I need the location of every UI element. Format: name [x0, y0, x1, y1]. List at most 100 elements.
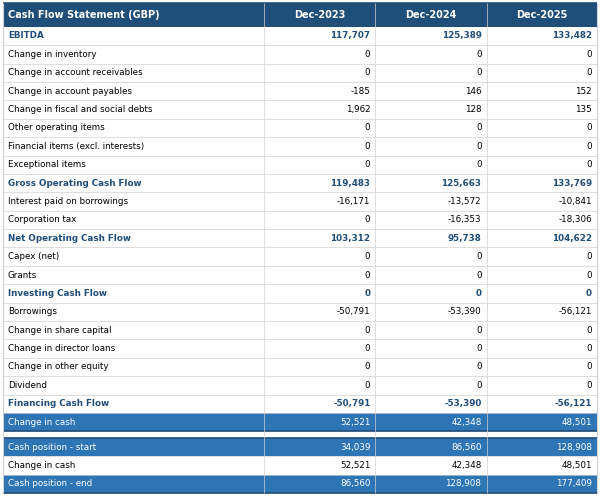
Text: 119,483: 119,483: [331, 179, 370, 187]
Text: 0: 0: [365, 160, 370, 169]
Text: 0: 0: [476, 124, 482, 132]
Bar: [3, 266, 597, 284]
Text: Dec-2024: Dec-2024: [405, 10, 457, 20]
Bar: [3, 211, 597, 229]
Text: 0: 0: [365, 363, 370, 372]
Text: 0: 0: [364, 289, 370, 298]
Text: -185: -185: [350, 87, 370, 96]
Text: 103,312: 103,312: [331, 234, 370, 243]
Text: 52,521: 52,521: [340, 461, 370, 470]
Text: Change in inventory: Change in inventory: [8, 50, 97, 59]
Text: 0: 0: [476, 363, 482, 372]
Text: 0: 0: [365, 252, 370, 261]
Bar: [3, 27, 597, 45]
Bar: [3, 475, 597, 493]
Text: -13,572: -13,572: [448, 197, 482, 206]
Text: 133,482: 133,482: [552, 31, 592, 41]
Bar: [3, 321, 597, 339]
Text: -10,841: -10,841: [559, 197, 592, 206]
Text: 52,521: 52,521: [340, 418, 370, 427]
Text: Grants: Grants: [8, 270, 37, 280]
Bar: [3, 229, 597, 248]
Bar: [3, 432, 597, 438]
Text: 117,707: 117,707: [331, 31, 370, 41]
Text: Interest paid on borrowings: Interest paid on borrowings: [8, 197, 128, 206]
Text: Financing Cash Flow: Financing Cash Flow: [8, 399, 109, 408]
Text: Cash Flow Statement (GBP): Cash Flow Statement (GBP): [8, 10, 160, 20]
Text: 0: 0: [365, 326, 370, 335]
Text: 152: 152: [575, 87, 592, 96]
Text: 48,501: 48,501: [562, 461, 592, 470]
Text: Cash position - end: Cash position - end: [8, 479, 92, 488]
Text: Corporation tax: Corporation tax: [8, 215, 76, 224]
Bar: [3, 413, 597, 432]
Text: 0: 0: [586, 289, 592, 298]
Text: Change in account payables: Change in account payables: [8, 87, 132, 96]
Text: 48,501: 48,501: [562, 418, 592, 427]
Text: 0: 0: [365, 270, 370, 280]
Text: 125,389: 125,389: [442, 31, 482, 41]
Text: Change in other equity: Change in other equity: [8, 363, 109, 372]
Text: 146: 146: [465, 87, 482, 96]
Text: Cash position - start: Cash position - start: [8, 442, 96, 451]
Text: 0: 0: [476, 270, 482, 280]
Bar: [3, 376, 597, 394]
Text: Borrowings: Borrowings: [8, 308, 57, 316]
Text: Dividend: Dividend: [8, 381, 47, 390]
Text: Change in cash: Change in cash: [8, 461, 76, 470]
Text: -56,121: -56,121: [554, 399, 592, 408]
Text: EBITDA: EBITDA: [8, 31, 44, 41]
Text: Investing Cash Flow: Investing Cash Flow: [8, 289, 107, 298]
Text: Net Operating Cash Flow: Net Operating Cash Flow: [8, 234, 131, 243]
Text: Change in account receivables: Change in account receivables: [8, 68, 143, 77]
Text: 0: 0: [586, 326, 592, 335]
Text: 0: 0: [365, 142, 370, 151]
Text: 0: 0: [365, 344, 370, 353]
Bar: [3, 3, 597, 27]
Text: 0: 0: [476, 252, 482, 261]
Bar: [3, 303, 597, 321]
Bar: [3, 63, 597, 82]
Text: 0: 0: [476, 142, 482, 151]
Bar: [3, 284, 597, 303]
Text: Change in fiscal and social debts: Change in fiscal and social debts: [8, 105, 152, 114]
Text: Dec-2025: Dec-2025: [516, 10, 568, 20]
Bar: [3, 358, 597, 376]
Text: 135: 135: [575, 105, 592, 114]
Text: -16,171: -16,171: [337, 197, 370, 206]
Bar: [3, 137, 597, 156]
Text: Dec-2023: Dec-2023: [294, 10, 346, 20]
Text: 128,908: 128,908: [446, 479, 482, 488]
Text: 0: 0: [586, 50, 592, 59]
Text: 0: 0: [586, 270, 592, 280]
Bar: [3, 339, 597, 358]
Text: 0: 0: [365, 124, 370, 132]
Text: 1,962: 1,962: [346, 105, 370, 114]
Text: 95,738: 95,738: [448, 234, 482, 243]
Text: 133,769: 133,769: [552, 179, 592, 187]
Text: 128,908: 128,908: [556, 442, 592, 451]
Text: 86,560: 86,560: [340, 479, 370, 488]
Text: 0: 0: [586, 68, 592, 77]
Text: Financial items (excl. interests): Financial items (excl. interests): [8, 142, 144, 151]
Text: Other operating items: Other operating items: [8, 124, 105, 132]
Text: 128: 128: [465, 105, 482, 114]
Text: 0: 0: [365, 215, 370, 224]
Text: 86,560: 86,560: [451, 442, 482, 451]
Text: 125,663: 125,663: [442, 179, 482, 187]
Text: -16,353: -16,353: [448, 215, 482, 224]
Text: 42,348: 42,348: [451, 418, 482, 427]
Text: 42,348: 42,348: [451, 461, 482, 470]
Bar: [3, 192, 597, 211]
Text: -53,390: -53,390: [444, 399, 482, 408]
Text: Change in cash: Change in cash: [8, 418, 76, 427]
Text: 0: 0: [476, 381, 482, 390]
Text: -50,791: -50,791: [333, 399, 370, 408]
Text: 0: 0: [476, 326, 482, 335]
Bar: [3, 156, 597, 174]
Text: -50,791: -50,791: [337, 308, 370, 316]
Text: -53,390: -53,390: [448, 308, 482, 316]
Text: 0: 0: [476, 68, 482, 77]
Text: 0: 0: [365, 381, 370, 390]
Bar: [3, 174, 597, 192]
